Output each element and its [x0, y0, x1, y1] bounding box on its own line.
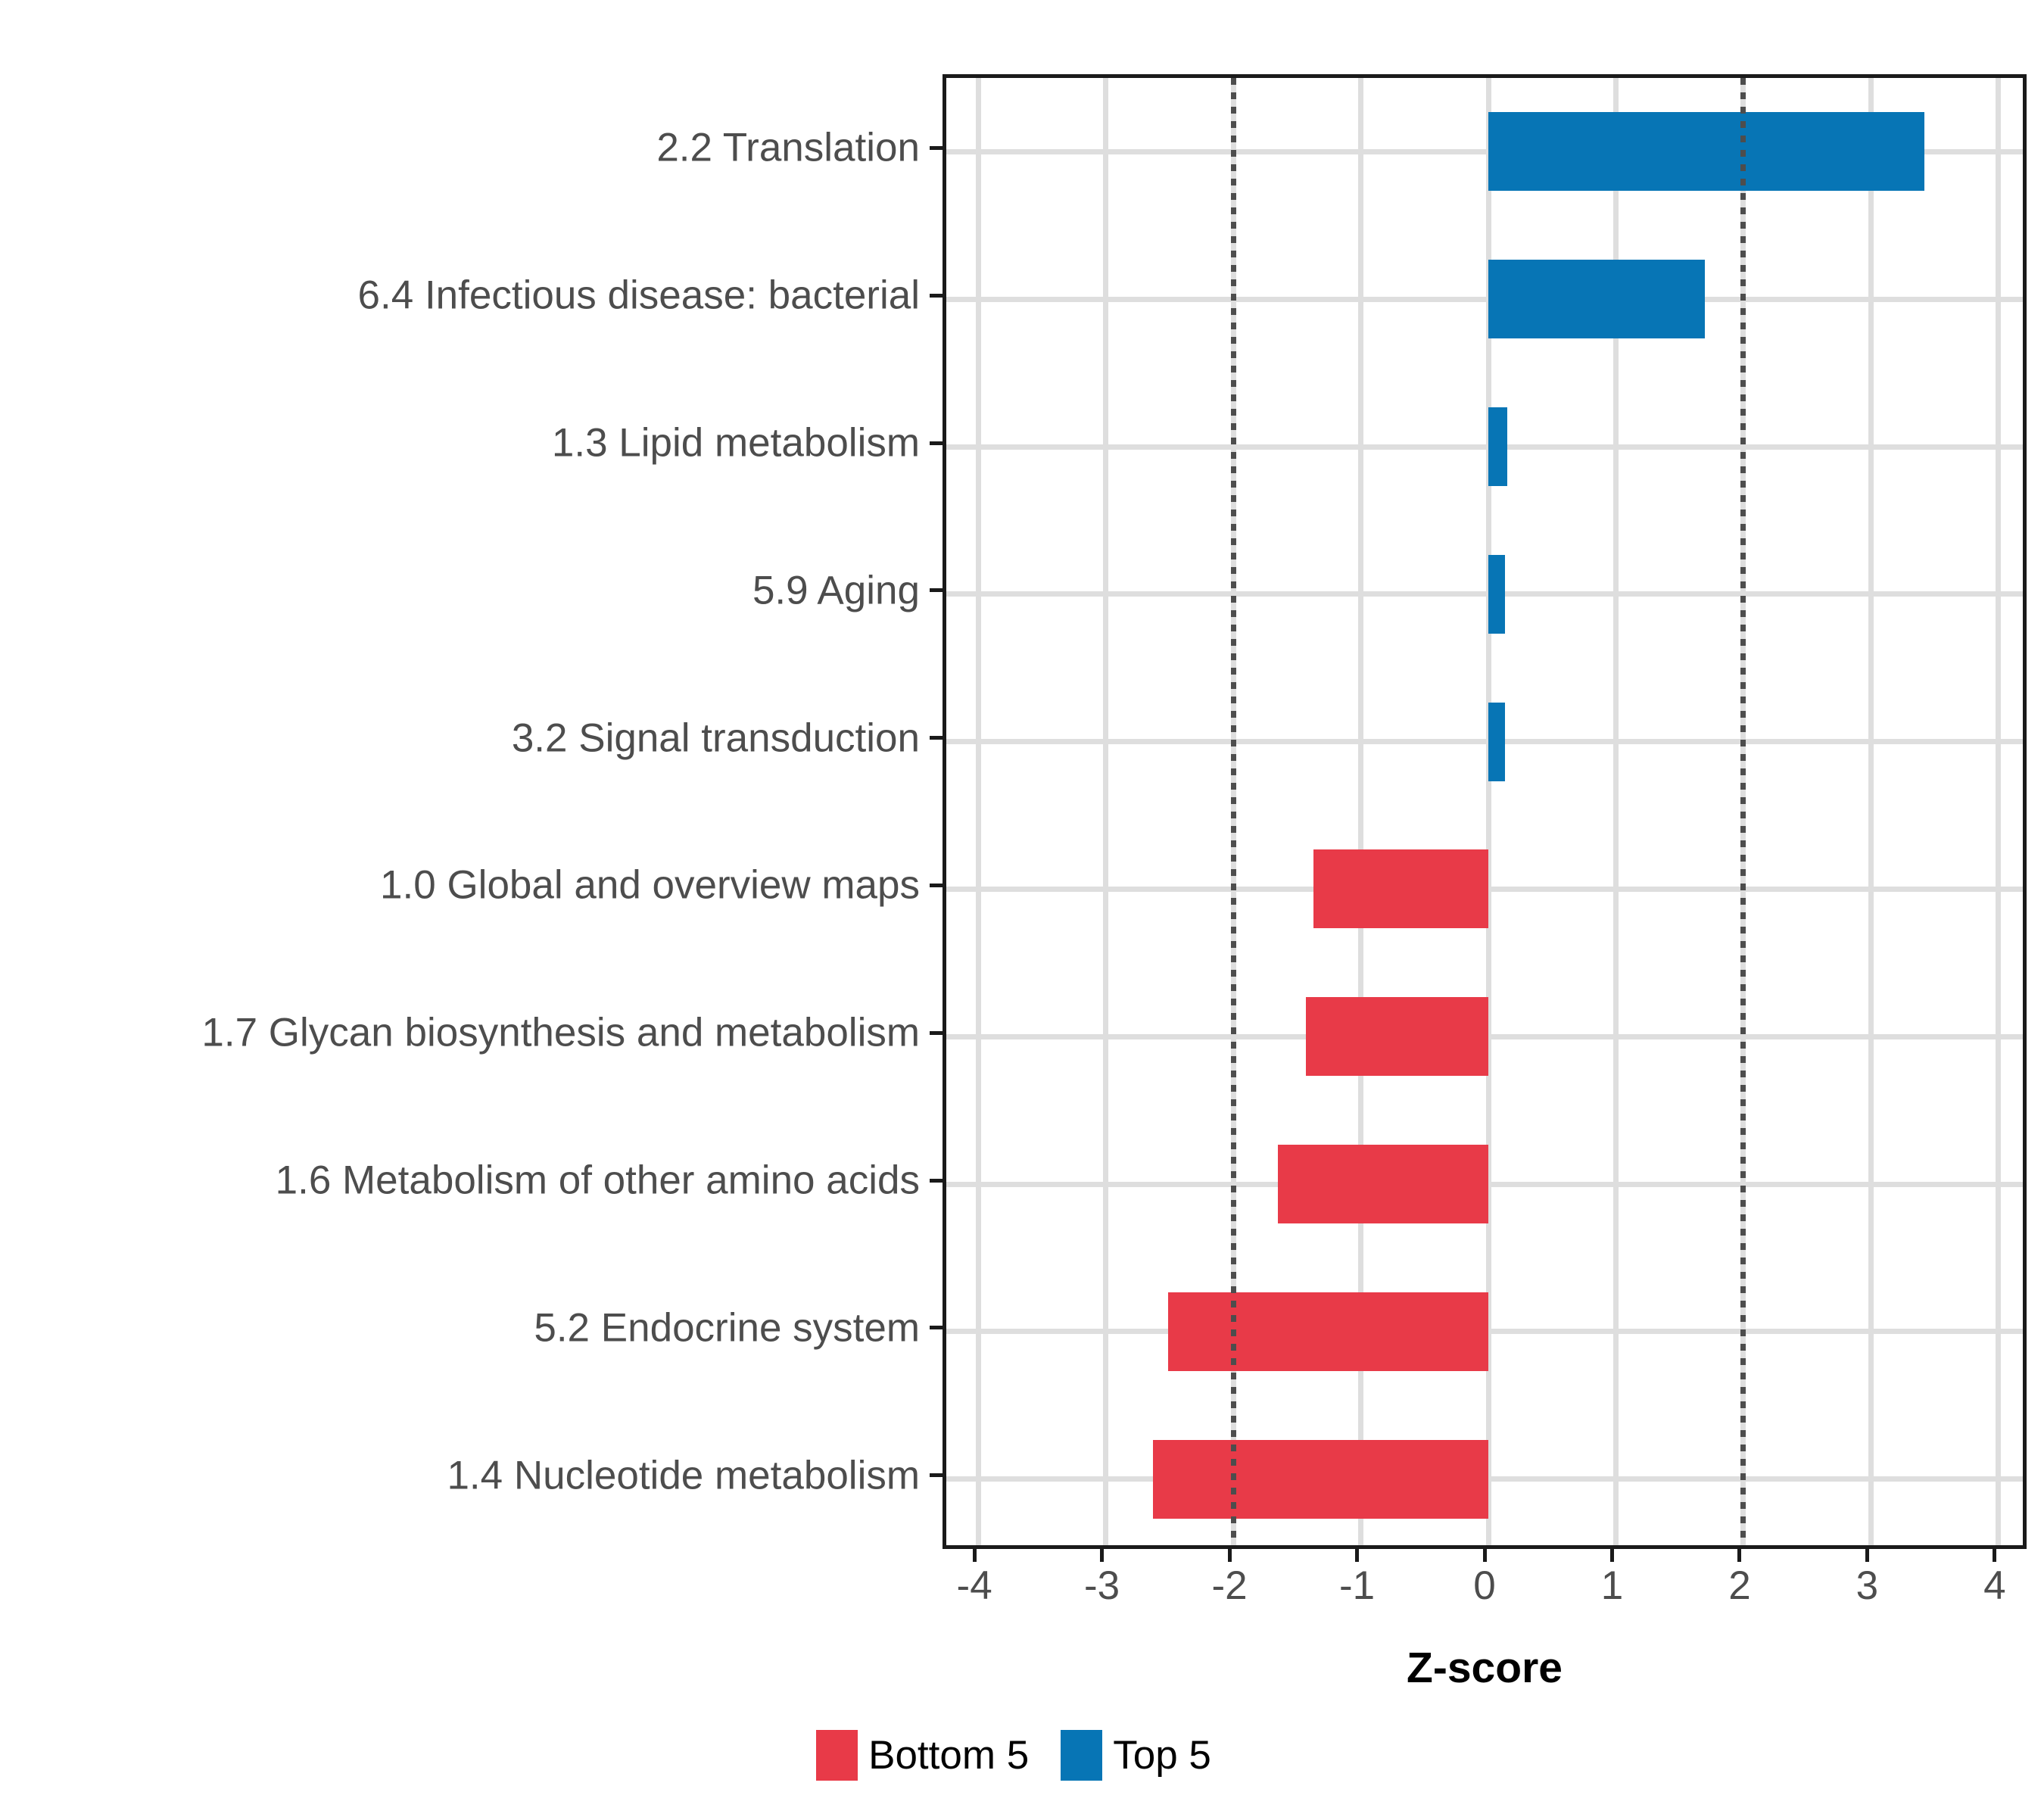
x-axis-tick-mark	[972, 1549, 977, 1562]
gridline-vertical	[1358, 78, 1364, 1545]
gridline-vertical	[1996, 78, 2002, 1545]
gridline-vertical	[1103, 78, 1109, 1545]
y-axis-tick-label: 1.4 Nucleotide metabolism	[447, 1453, 920, 1498]
gridline-vertical	[975, 78, 981, 1545]
y-axis-tick-mark	[930, 883, 943, 887]
x-axis-tick-label: 1	[1600, 1563, 1624, 1608]
x-axis-tick-label: 3	[1855, 1563, 1879, 1608]
y-axis-tick-label: 6.4 Infectious disease: bacterial	[357, 273, 920, 318]
x-axis-tick-mark	[1737, 1549, 1742, 1562]
chart-legend: Bottom 5 Top 5	[0, 1730, 2044, 1781]
x-axis-tick-mark	[1609, 1549, 1614, 1562]
gridline-horizontal	[946, 444, 2023, 450]
y-axis-tick-label: 1.6 Metabolism of other amino acids	[275, 1158, 920, 1203]
legend-swatch-icon	[1061, 1730, 1103, 1781]
y-axis-tick-mark	[930, 1178, 943, 1183]
legend-label: Bottom 5	[868, 1733, 1030, 1778]
gridline-vertical	[1612, 78, 1619, 1545]
bar	[1306, 997, 1488, 1077]
bar	[1313, 849, 1488, 929]
y-axis-tick-label: 5.2 Endocrine system	[534, 1305, 920, 1351]
y-axis-tick-label: 2.2 Translation	[656, 125, 920, 170]
bar	[1168, 1292, 1488, 1371]
bar	[1488, 112, 1925, 192]
legend-item[interactable]: Bottom 5	[816, 1730, 1029, 1781]
x-axis-tick-mark	[1227, 1549, 1232, 1562]
reference-line	[1230, 78, 1236, 1545]
x-axis-tick-mark	[1865, 1549, 1869, 1562]
gridline-horizontal	[946, 296, 2023, 302]
y-axis-tick-mark	[930, 145, 943, 150]
y-axis-tick-mark	[930, 1326, 943, 1330]
y-axis-tick-label: 1.0 Global and overview maps	[380, 862, 920, 908]
x-axis-tick-label: -1	[1338, 1563, 1376, 1608]
y-axis-tick-mark	[930, 736, 943, 740]
gridline-vertical	[1485, 78, 1491, 1545]
legend-label: Top 5	[1113, 1733, 1211, 1778]
gridline-horizontal	[946, 148, 2023, 154]
bar	[1488, 702, 1505, 781]
y-axis-tick-mark	[930, 1473, 943, 1478]
x-axis-tick-label: 2	[1728, 1563, 1751, 1608]
gridline-vertical	[1868, 78, 1874, 1545]
y-axis-tick-mark	[930, 1030, 943, 1035]
x-axis-tick-label: -4	[956, 1563, 992, 1608]
bar	[1488, 554, 1505, 634]
x-axis-tick-mark	[1355, 1549, 1360, 1562]
y-axis-tick-label: 1.7 Glycan biosynthesis and metabolism	[201, 1010, 920, 1055]
reference-line	[1740, 78, 1746, 1545]
x-axis-tick-label: 0	[1473, 1563, 1496, 1608]
x-axis-tick-mark	[1482, 1549, 1487, 1562]
x-axis-tick-label: 4	[1983, 1563, 2006, 1608]
x-axis-tick-mark	[1993, 1549, 1997, 1562]
y-axis-labels: 2.2 Translation 6.4 Infectious disease: b…	[0, 74, 943, 1549]
x-axis-tick-mark	[1100, 1549, 1105, 1562]
gridline-horizontal	[946, 591, 2023, 597]
bar	[1278, 1145, 1488, 1223]
legend-item[interactable]: Top 5	[1061, 1730, 1211, 1781]
y-axis-tick-mark	[930, 441, 943, 445]
bar	[1488, 407, 1508, 486]
x-axis-tick-label: -3	[1084, 1563, 1120, 1608]
x-axis-tick-label: -2	[1211, 1563, 1248, 1608]
x-axis-ticks: -4 -3 -2 -1 0 1 2 3 4	[943, 1549, 2027, 1640]
y-axis-tick-mark	[930, 588, 943, 593]
y-axis-tick-label: 3.2 Signal transduction	[511, 715, 920, 761]
plot-area	[946, 78, 2023, 1545]
y-axis-tick-label: 1.3 Lipid metabolism	[551, 420, 920, 466]
bar	[1152, 1439, 1488, 1519]
x-axis-title: Z-score	[1407, 1644, 1563, 1692]
gridline-horizontal	[946, 739, 2023, 745]
legend-swatch-icon	[816, 1730, 858, 1781]
bar	[1488, 260, 1706, 339]
y-axis-tick-mark	[930, 293, 943, 298]
plot-panel	[943, 74, 2027, 1549]
y-axis-tick-label: 5.9 Aging	[752, 568, 920, 613]
